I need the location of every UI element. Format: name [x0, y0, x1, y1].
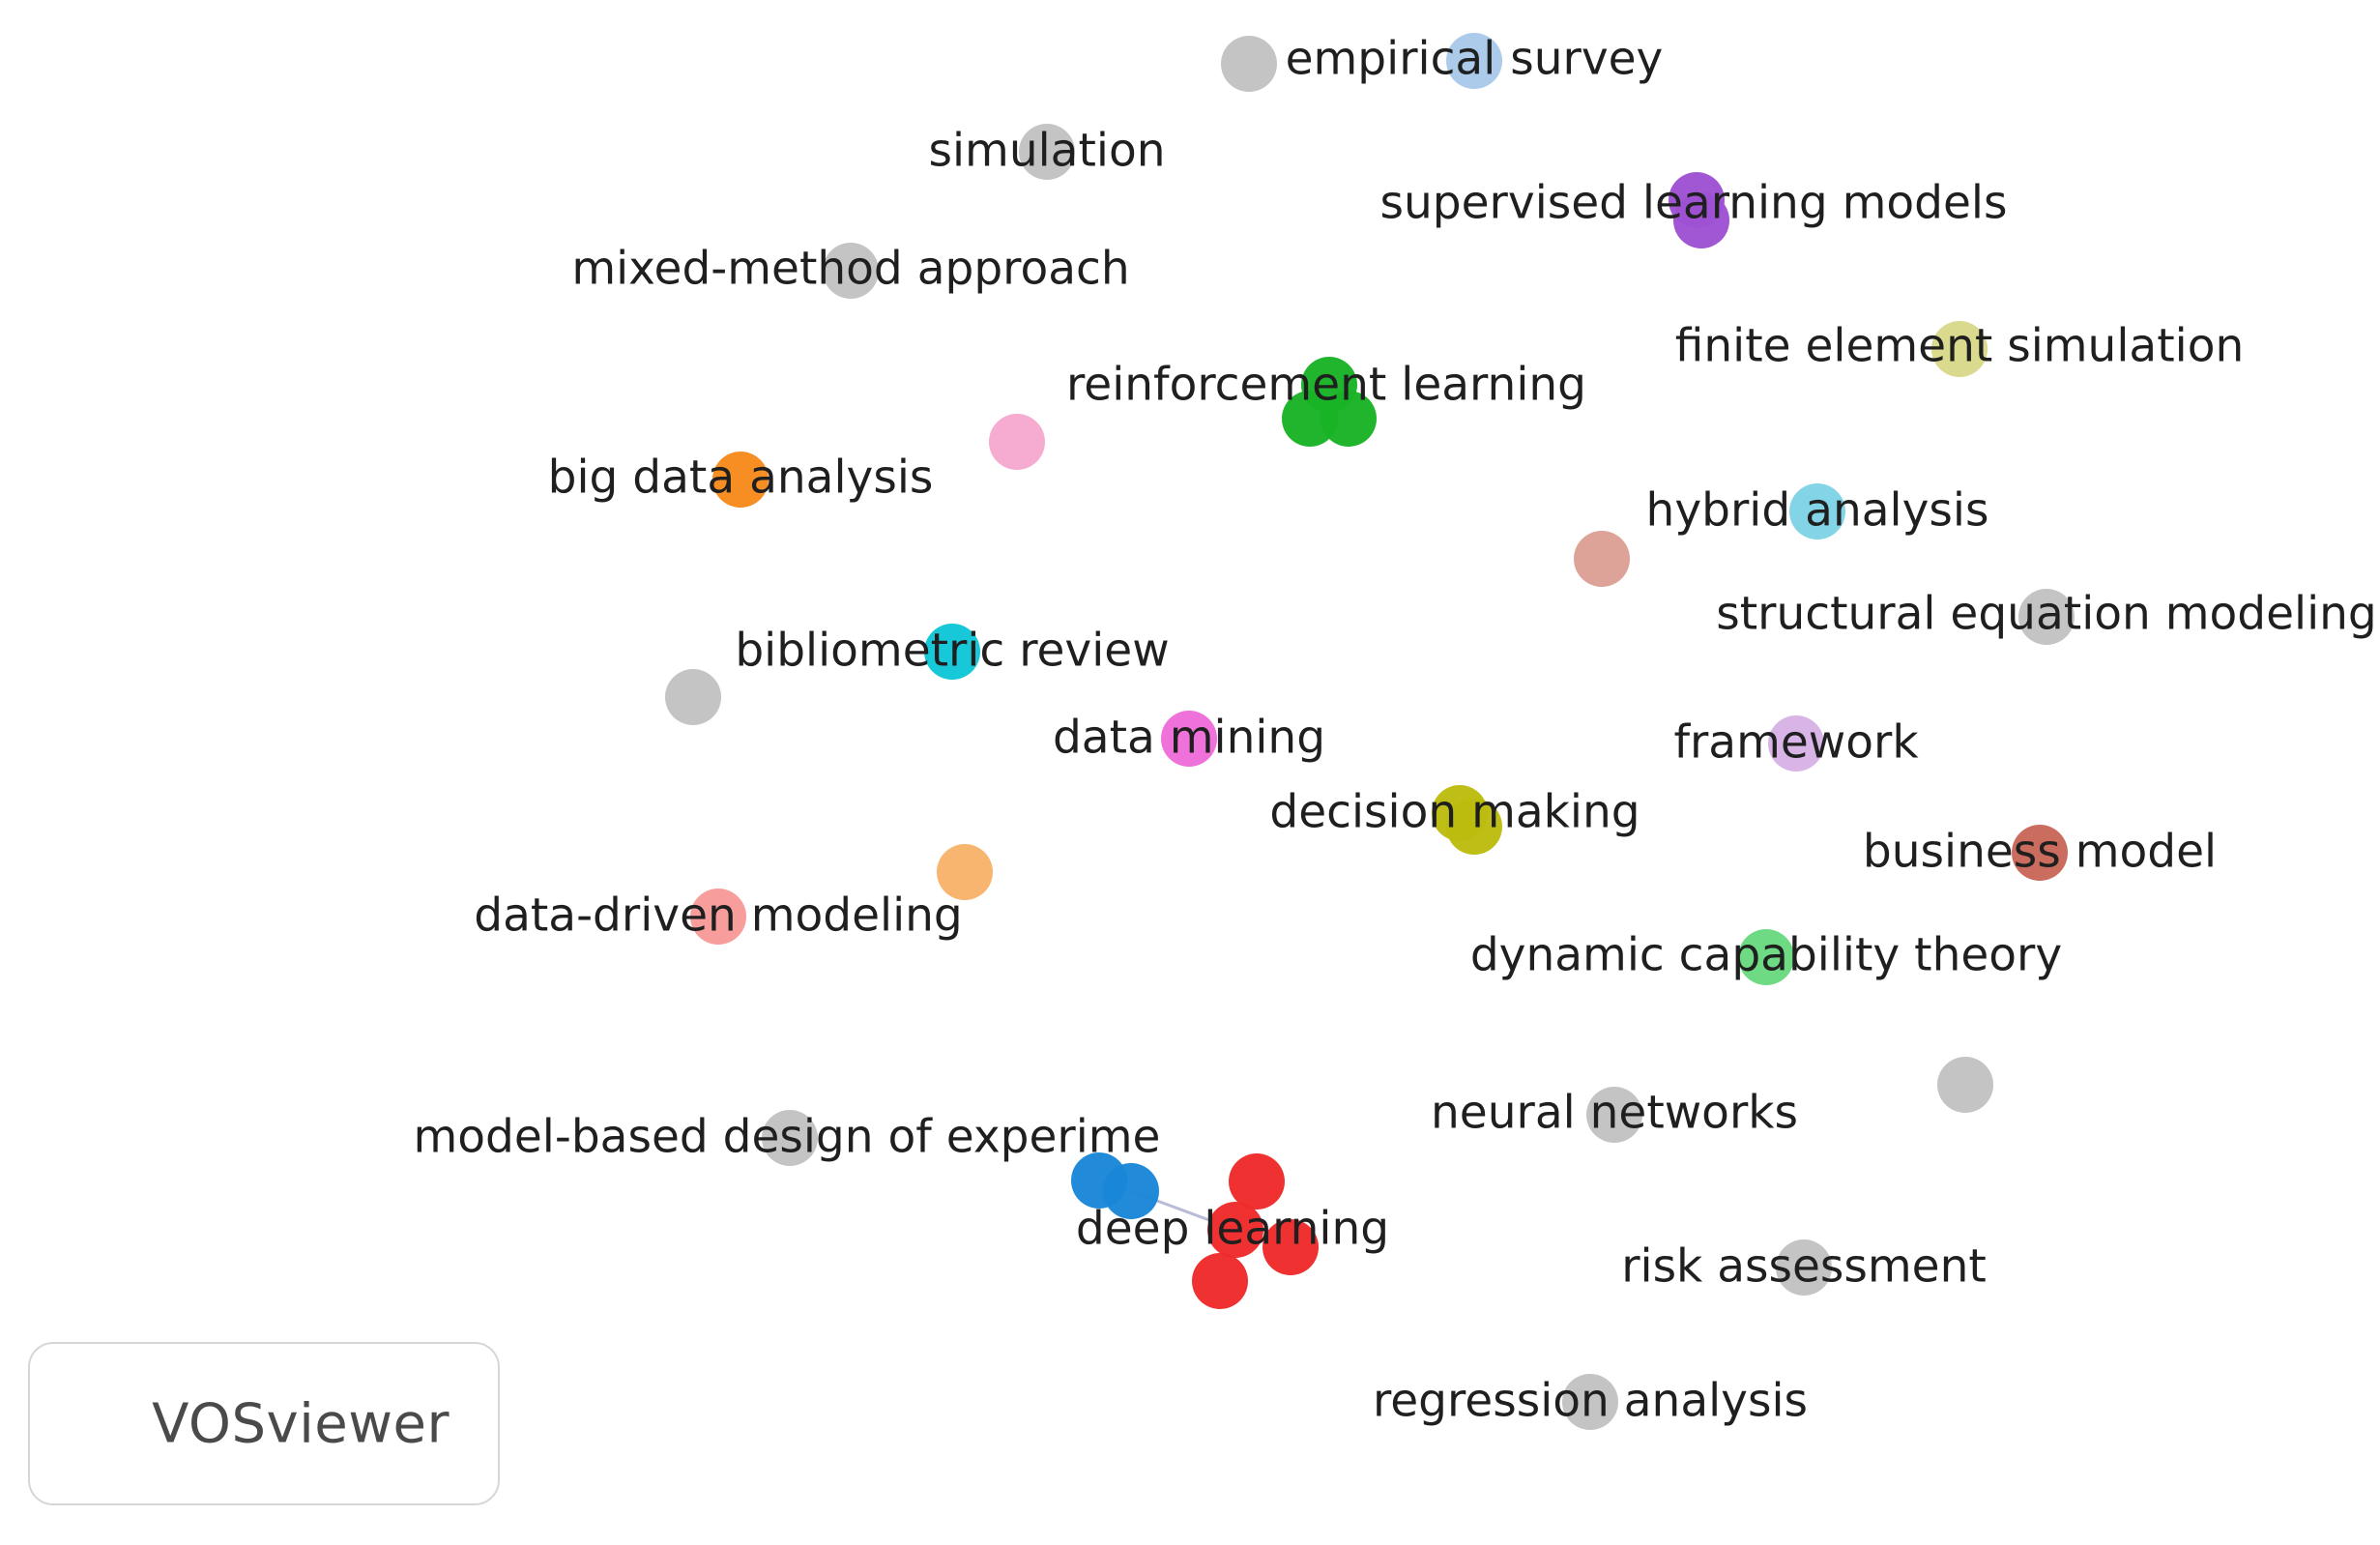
node-label-model-based-design[interactable]: model-based design of experime: [414, 1111, 1161, 1164]
node-bubble-unlabeled-left[interactable]: [665, 669, 721, 725]
node-label-deep-learning[interactable]: deep learning: [1076, 1203, 1389, 1256]
node-unlabeled-right[interactable]: [1937, 1057, 1993, 1113]
node-risk-assessment[interactable]: [1776, 1239, 1832, 1296]
node-label-big-data-analysis[interactable]: big data analysis: [548, 452, 934, 505]
node-bubble-supervised-learning-models-2[interactable]: [1673, 192, 1729, 248]
node-finite-element-simulation[interactable]: [1931, 321, 1988, 377]
node-bubble-deep-learning-4[interactable]: [1192, 1253, 1248, 1309]
node-bubble-bibliometric-review[interactable]: [924, 624, 980, 680]
node-bubble-empirical-survey[interactable]: [1446, 33, 1502, 89]
node-deep-learning[interactable]: [1192, 1153, 1319, 1309]
node-structural-equation-modeling[interactable]: [2018, 589, 2075, 645]
node-label-supervised-learning-models[interactable]: supervised learning models: [1380, 177, 2008, 230]
node-bubble-unlabeled-blue-2[interactable]: [1103, 1163, 1159, 1219]
labels-layer: empirical survey simulation supervised lea…: [414, 33, 2377, 1428]
node-label-structural-equation-modeling[interactable]: structural equation modeling: [1716, 588, 2377, 641]
node-simulation[interactable]: [1019, 124, 1075, 180]
node-label-dynamic-capability-theory[interactable]: dynamic capability theory: [1470, 929, 2062, 982]
node-bubble-decision-making-2[interactable]: [1446, 799, 1502, 855]
node-regression-analysis[interactable]: [1562, 1374, 1618, 1430]
node-bubble-deep-learning-3[interactable]: [1263, 1219, 1319, 1275]
node-unlabeled-pink[interactable]: [989, 414, 1045, 470]
node-label-framework[interactable]: framework: [1673, 716, 1919, 770]
node-bibliometric-review[interactable]: [924, 624, 980, 680]
node-label-data-driven-modeling[interactable]: data-driven modeling: [474, 889, 963, 943]
node-bubble-mixed-method-approach[interactable]: [823, 243, 879, 299]
node-label-hybrid-analysis[interactable]: hybrid analysis: [1646, 484, 1989, 538]
node-label-finite-element-simulation[interactable]: finite element simulation: [1675, 320, 2245, 373]
node-decision-making[interactable]: [1432, 785, 1502, 855]
node-big-data-analysis[interactable]: [712, 452, 769, 508]
node-unlabeled-blue[interactable]: [1071, 1152, 1159, 1219]
node-bubble-unlabeled-right[interactable]: [1937, 1057, 1993, 1113]
node-label-reinforcement-learning[interactable]: reinforcement learning: [1066, 359, 1586, 412]
node-bubble-data-mining[interactable]: [1161, 711, 1217, 767]
node-label-bibliometric-review[interactable]: bibliometric review: [735, 625, 1169, 678]
node-supervised-learning-models[interactable]: [1669, 172, 1729, 248]
node-bubble-unlabeled-pink[interactable]: [989, 414, 1045, 470]
vosviewer-branding-box: VOSviewer: [28, 1342, 500, 1505]
node-bubble-deep-learning-1[interactable]: [1229, 1153, 1285, 1210]
node-unlabeled-top[interactable]: [1221, 36, 1277, 92]
node-dynamic-capability-theory[interactable]: [1738, 929, 1794, 985]
node-bubble-finite-element-simulation[interactable]: [1931, 321, 1988, 377]
node-bubble-unlabeled-top[interactable]: [1221, 36, 1277, 92]
node-data-mining[interactable]: [1161, 711, 1217, 767]
node-hybrid-analysis[interactable]: [1789, 483, 1845, 539]
node-bubble-dynamic-capability-theory[interactable]: [1738, 929, 1794, 985]
node-bubble-framework[interactable]: [1768, 715, 1824, 772]
vosviewer-logo-text: VOSviewer: [152, 1392, 450, 1455]
node-data-driven-modeling[interactable]: [690, 889, 746, 945]
node-bubble-regression-analysis[interactable]: [1562, 1374, 1618, 1430]
node-label-simulation[interactable]: simulation: [928, 125, 1165, 178]
node-label-regression-analysis[interactable]: regression analysis: [1373, 1375, 1808, 1428]
node-bubble-unlabeled-salmon[interactable]: [1574, 531, 1630, 587]
node-label-risk-assessment[interactable]: risk assessment: [1621, 1240, 1987, 1294]
node-label-neural-networks[interactable]: neural networks: [1431, 1087, 1798, 1140]
node-neural-networks[interactable]: [1586, 1087, 1642, 1143]
node-label-data-mining[interactable]: data mining: [1053, 712, 1325, 765]
node-unlabeled-left[interactable]: [665, 669, 721, 725]
node-reinforcement-learning[interactable]: [1282, 357, 1377, 447]
nodes-layer: [665, 33, 2075, 1430]
node-unlabeled-salmon[interactable]: [1574, 531, 1630, 587]
node-bubble-reinforcement-learning-3[interactable]: [1321, 391, 1377, 447]
node-label-empirical-survey[interactable]: empirical survey: [1286, 33, 1664, 86]
node-bubble-hybrid-analysis[interactable]: [1789, 483, 1845, 539]
node-bubble-simulation[interactable]: [1019, 124, 1075, 180]
node-unlabeled-orange[interactable]: [937, 844, 993, 900]
node-bubble-risk-assessment[interactable]: [1776, 1239, 1832, 1296]
node-empirical-survey[interactable]: [1446, 33, 1502, 89]
node-mixed-method-approach[interactable]: [823, 243, 879, 299]
node-bubble-reinforcement-learning-2[interactable]: [1282, 391, 1338, 447]
node-bubble-unlabeled-orange[interactable]: [937, 844, 993, 900]
node-bubble-model-based-design[interactable]: [762, 1110, 818, 1166]
node-model-based-design[interactable]: [762, 1110, 818, 1166]
node-bubble-data-driven-modeling[interactable]: [690, 889, 746, 945]
node-label-business-model[interactable]: business model: [1863, 826, 2217, 879]
node-label-decision-making[interactable]: decision making: [1269, 786, 1640, 839]
node-bubble-business-model[interactable]: [2012, 825, 2068, 881]
node-bubble-deep-learning-2[interactable]: [1207, 1202, 1263, 1258]
node-label-mixed-method-approach[interactable]: mixed-method approach: [571, 243, 1129, 296]
node-bubble-structural-equation-modeling[interactable]: [2018, 589, 2075, 645]
node-framework[interactable]: [1768, 715, 1824, 772]
node-bubble-big-data-analysis[interactable]: [712, 452, 769, 508]
node-bubble-neural-networks[interactable]: [1586, 1087, 1642, 1143]
node-business-model[interactable]: [2012, 825, 2068, 881]
